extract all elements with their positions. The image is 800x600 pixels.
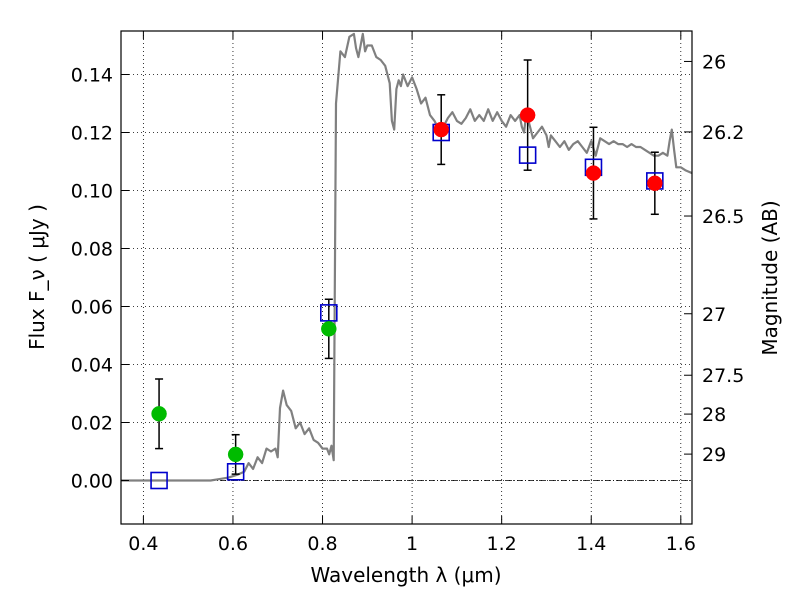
model-flux-square (150, 471, 168, 490)
observed-photometry-markers (151, 107, 663, 463)
y-tick-label: 0.00 (71, 471, 113, 493)
x-axis: 0.4 0.6 0.8 1 1.2 1.4 1.6 (128, 31, 696, 555)
y-axis-magnitude: 26 26.2 26.5 27 27.5 28 29 (684, 51, 744, 466)
y-axis-flux: 0.00 0.02 0.04 0.06 0.08 0.10 0.12 0.14 (71, 65, 129, 493)
plot-frame (120, 30, 693, 525)
y2-tick-label: 27 (702, 304, 726, 326)
x-tick-label: 0.8 (307, 533, 337, 555)
plot-background (121, 31, 692, 524)
y-tick-label: 0.02 (71, 413, 113, 435)
y2-tick-label: 26 (702, 51, 726, 73)
observed-flux-point (227, 446, 244, 463)
y-axis-title: Flux F_ν ( μJy ) (25, 204, 49, 350)
x-tick-label: 1.2 (487, 533, 517, 555)
y2-tick-label: 26.2 (702, 122, 744, 144)
y2-tick-label: 26.5 (702, 206, 744, 228)
model-spectrum-line (121, 32, 692, 482)
model-flux-square (226, 462, 245, 481)
y2-tick-label: 28 (702, 404, 726, 426)
observed-flux-point (433, 121, 449, 138)
y-tick-label: 0.06 (71, 297, 113, 319)
y-tick-label: 0.14 (71, 65, 113, 87)
y-tick-label: 0.10 (71, 181, 113, 203)
model-spectrum (121, 32, 692, 482)
observed-flux-point (647, 175, 663, 191)
model-flux-square (518, 146, 537, 164)
y2-tick-label: 29 (702, 444, 726, 466)
observed-flux-point (151, 406, 167, 422)
x-axis-title: Wavelength λ (μm) (310, 563, 501, 587)
model-flux-square (319, 304, 338, 322)
x-tick-label: 1 (406, 533, 418, 555)
y-tick-label: 0.04 (71, 355, 113, 377)
y-tick-label: 0.08 (71, 239, 113, 261)
x-tick-label: 1.4 (576, 533, 606, 555)
x-tick-label: 0.4 (128, 533, 158, 555)
observed-flux-point (585, 165, 602, 181)
y-tick-label: 0.12 (71, 123, 113, 145)
observed-flux-point (519, 107, 536, 123)
y2-tick-label: 27.5 (702, 365, 744, 387)
x-tick-label: 1.6 (666, 533, 696, 555)
observed-flux-point (321, 321, 337, 337)
x-tick-label: 0.6 (218, 533, 248, 555)
y2-axis-title: Magnitude (AB) (758, 200, 782, 355)
